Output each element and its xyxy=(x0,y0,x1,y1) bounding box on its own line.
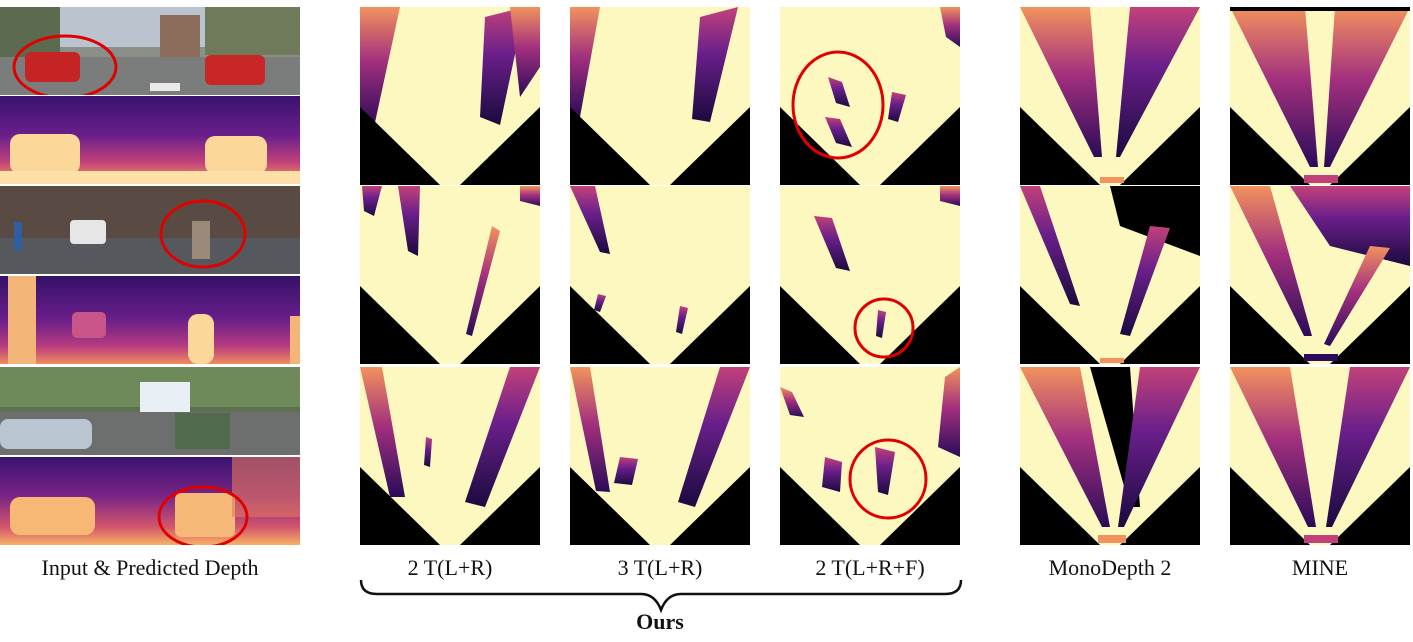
bev-2t-lrf-row3 xyxy=(780,367,960,545)
bev-3t-lr-row1 xyxy=(570,7,750,185)
predicted-depth-3 xyxy=(0,457,300,545)
bev-2t-lrf-row2 xyxy=(780,186,960,364)
caption-3t-lr: 3 T(L+R) xyxy=(617,555,703,580)
caption-2t-lrf: 2 T(L+R+F) xyxy=(815,555,925,580)
bev-2t-lr-row3 xyxy=(360,367,540,545)
bev-mine-row1 xyxy=(1230,7,1410,185)
bev-mine-row2 xyxy=(1230,186,1410,364)
bev-mine-row3 xyxy=(1230,367,1410,545)
bev-monodepth2-row2 xyxy=(1020,186,1200,364)
bev-3t-lr-row2 xyxy=(570,186,750,364)
input-image-2 xyxy=(0,186,300,274)
predicted-depth-2 xyxy=(0,276,300,364)
predicted-depth-1 xyxy=(0,96,300,184)
bev-2t-lr-row2 xyxy=(360,186,540,364)
bev-3t-lr-row3 xyxy=(570,367,750,545)
caption-input-depth: Input & Predicted Depth xyxy=(41,555,259,580)
input-image-3 xyxy=(0,367,300,455)
caption-mine: MINE xyxy=(1291,555,1349,580)
ours-brace xyxy=(359,579,963,614)
caption-2t-lr: 2 T(L+R) xyxy=(407,555,493,580)
input-image-1 xyxy=(0,7,300,95)
bev-2t-lrf-row1 xyxy=(780,7,960,185)
ours-label: Ours xyxy=(636,609,684,634)
bev-monodepth2-row3 xyxy=(1020,367,1200,545)
bev-monodepth2-row1 xyxy=(1020,7,1200,185)
bev-2t-lr-row1 xyxy=(360,7,540,185)
caption-monodepth2: MonoDepth 2 xyxy=(1048,555,1172,580)
